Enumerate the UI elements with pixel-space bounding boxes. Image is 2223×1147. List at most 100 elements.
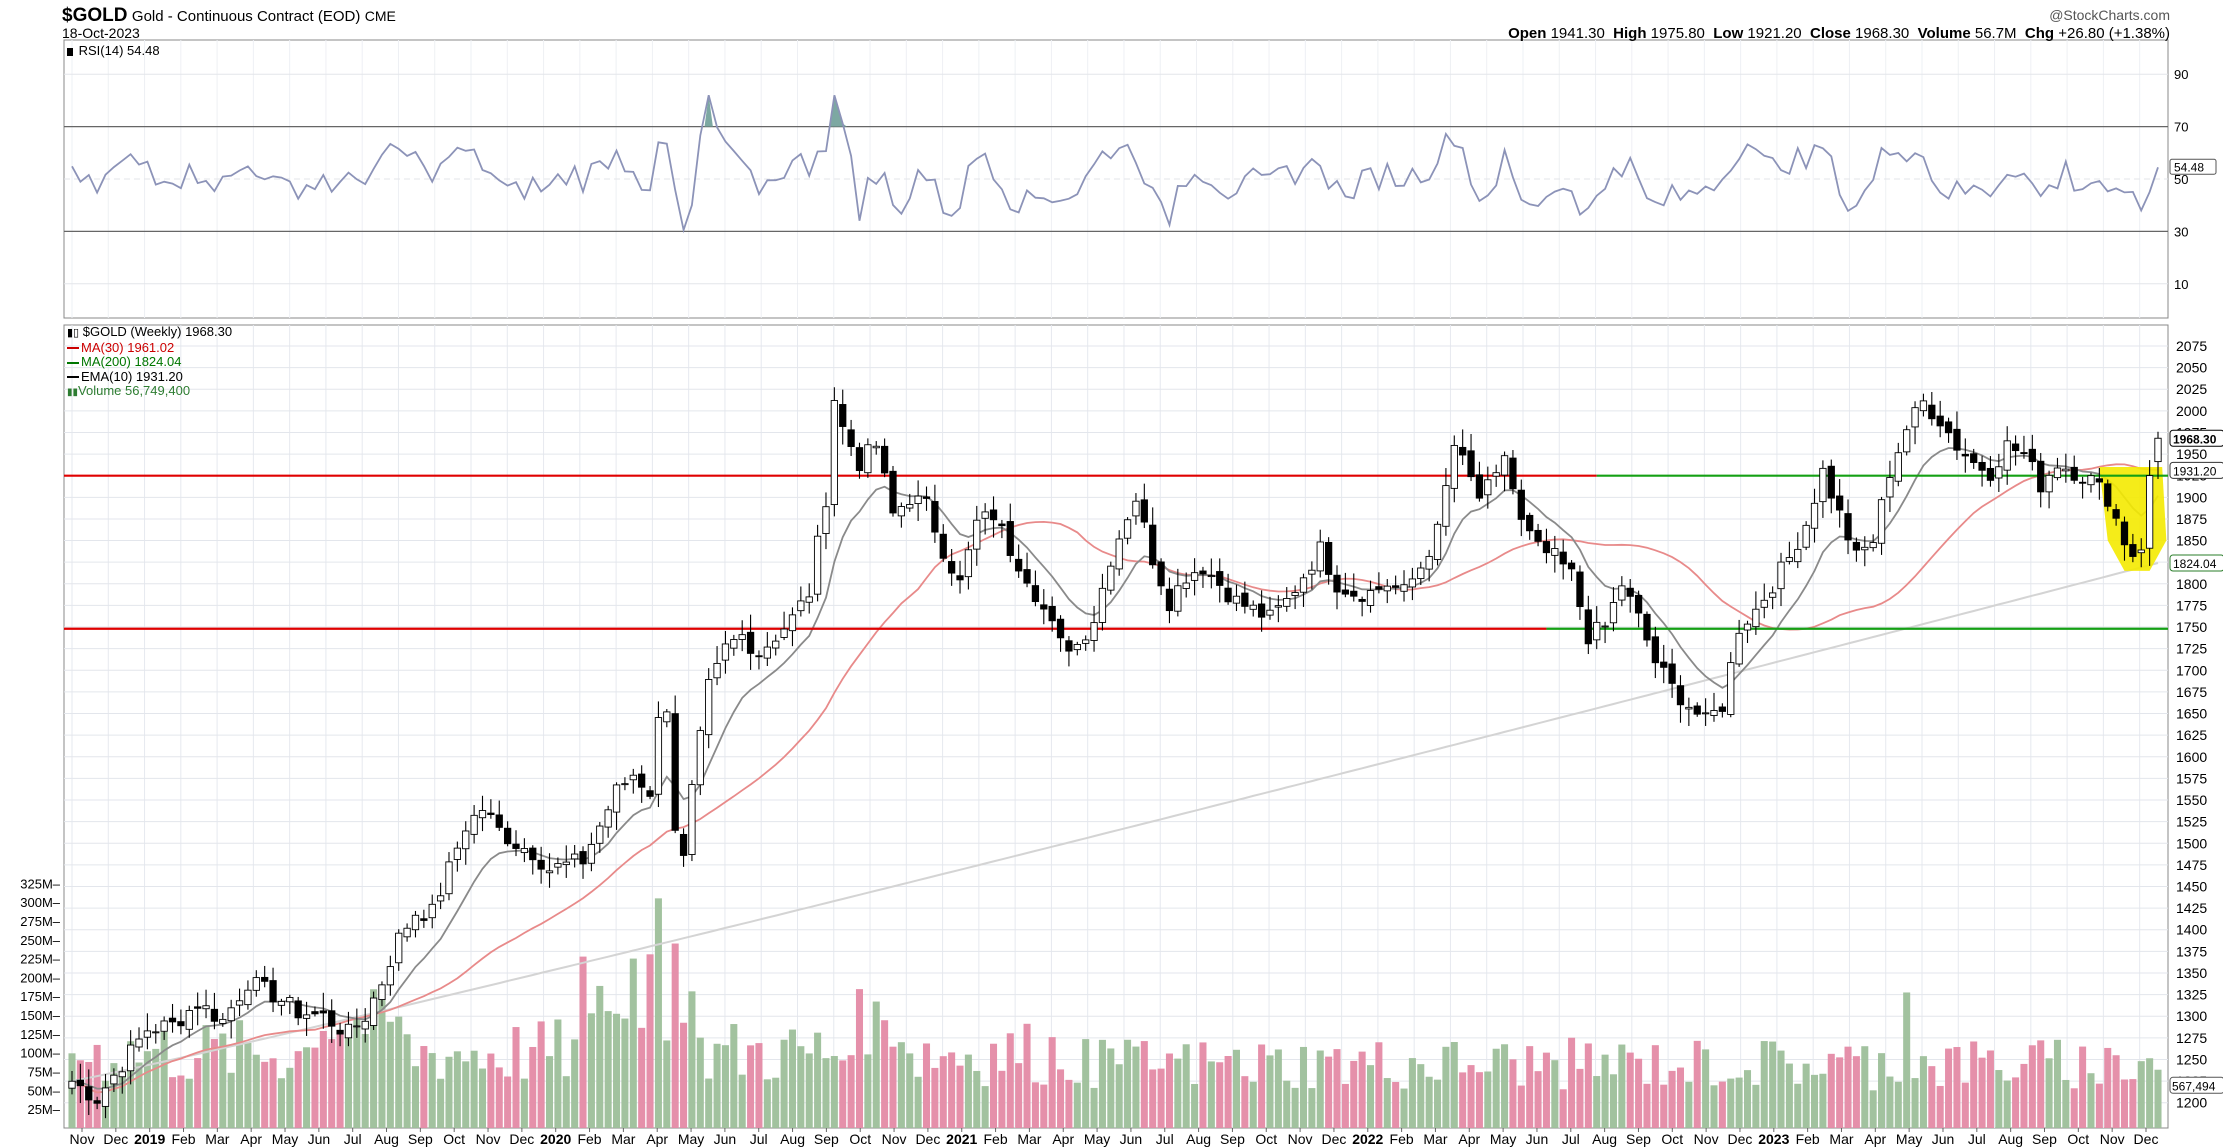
volume-bar [1509,1059,1517,1128]
candle-body [621,783,629,786]
volume-bar [797,1046,805,1128]
candle-body [1199,570,1207,575]
volume-bar [2146,1058,2154,1128]
volume-bar [1542,1052,1550,1128]
candle-body [1408,578,1417,588]
volume-bar [169,1077,177,1128]
candle-body [2003,440,2011,471]
candle-body [369,997,378,1026]
volume-bar [1316,1050,1324,1128]
candle-body [378,984,386,1000]
volume-bar [1844,1046,1852,1128]
candle-body [855,447,864,471]
candle-body [1903,429,1911,453]
price-tick-label: 1875 [2176,511,2207,527]
rsi-tag-box [2169,158,2217,175]
volume-bar [713,1043,721,1128]
volume-bar [2070,1088,2078,1128]
price-tick-label: 1300 [2176,1008,2207,1024]
volume-bar [353,1017,361,1128]
volume-bar [411,1066,419,1128]
volume-bar [730,1024,738,1128]
volume-bar [110,1063,118,1128]
volume-bar [814,1032,822,1128]
candle-body [1056,618,1065,639]
candle-body [1718,706,1727,712]
candle-body [1031,585,1040,603]
rsi-axis: 10 30 50 70 90 [64,67,2188,292]
volume-bar [361,1033,369,1128]
candle-body [361,1020,369,1030]
candle-body [1701,712,1710,715]
volume-bar [822,1058,830,1128]
volume-bar [805,1053,813,1128]
x-tick-label: Nov [70,1131,95,1147]
volume-bar [2062,1079,2070,1128]
candle-body [219,1018,227,1024]
volume-bar [1174,1058,1182,1128]
candle-body [705,679,713,736]
volume-bar [1291,1087,1299,1128]
volume-tick-label: 225M– [20,952,61,967]
volume-bar [1827,1053,1835,1128]
candle-body [235,1000,244,1006]
candle-body [746,631,755,654]
x-tick-label: Oct [443,1131,465,1147]
candle-body [1115,538,1123,570]
price-tick-label: 2000 [2176,403,2207,419]
volume-bar [1903,992,1911,1128]
price-tick-label: 1625 [2176,727,2207,743]
candle-body [1366,590,1375,606]
candle-body [1953,428,1961,451]
price-tag: 1824.04 [2169,554,2223,572]
price-title: ▮▯ $GOLD (Weekly) 1968.30 [67,324,232,341]
volume-bar [1593,1076,1601,1128]
volume-bar [328,1039,336,1128]
volume-bar [1207,1061,1215,1128]
x-tick-label: Feb [577,1131,601,1147]
x-tick-label: Dec [915,1131,940,1147]
candle-body [177,1021,185,1027]
volume-bar [1124,1039,1132,1128]
volume-bar [210,1039,218,1128]
x-tick-label: 2019 [134,1131,165,1147]
volume-bar [152,1048,160,1128]
volume-bar [696,1037,704,1128]
candle-body [1710,710,1718,716]
volume-bar [135,1062,143,1128]
volume-bar [772,1077,780,1128]
candle-body [2112,509,2120,519]
candle-body [1752,608,1760,628]
volume-bar [1794,1083,1802,1128]
candle-body [1467,450,1475,478]
rsi-tick-label: 30 [2174,224,2188,239]
volume-bar [1651,1045,1659,1128]
volume-bar [755,1043,763,1128]
volume-bar [2112,1055,2120,1128]
x-tick-label: Jul [1968,1131,1986,1147]
candle-body [68,1080,76,1089]
volume-bar [1400,1088,1408,1128]
candle-body [772,640,780,649]
volume-tick-label: 125M– [20,1027,61,1042]
candle-body [872,445,880,449]
candle-body [906,504,914,509]
volume-bar [1199,1042,1207,1128]
volume-tick-label: 75M– [27,1065,60,1080]
candle-body [2104,483,2112,507]
candle-body [696,730,704,786]
volume-bar [1559,1089,1567,1128]
candle-body [1350,590,1358,597]
volume-bar [906,1053,914,1128]
x-tick-label: 2023 [1758,1131,1789,1147]
volume-bar [1777,1050,1785,1128]
candle-body [1693,705,1701,715]
candle-body [1978,461,1986,471]
volume-bar [1928,1066,1936,1128]
candle-body [1450,445,1458,489]
x-tick-label: Jun [714,1131,737,1147]
volume-bar [1660,1084,1668,1128]
candle-body [2120,521,2129,546]
candle-body [445,861,453,895]
volume-bar [1191,1083,1199,1128]
